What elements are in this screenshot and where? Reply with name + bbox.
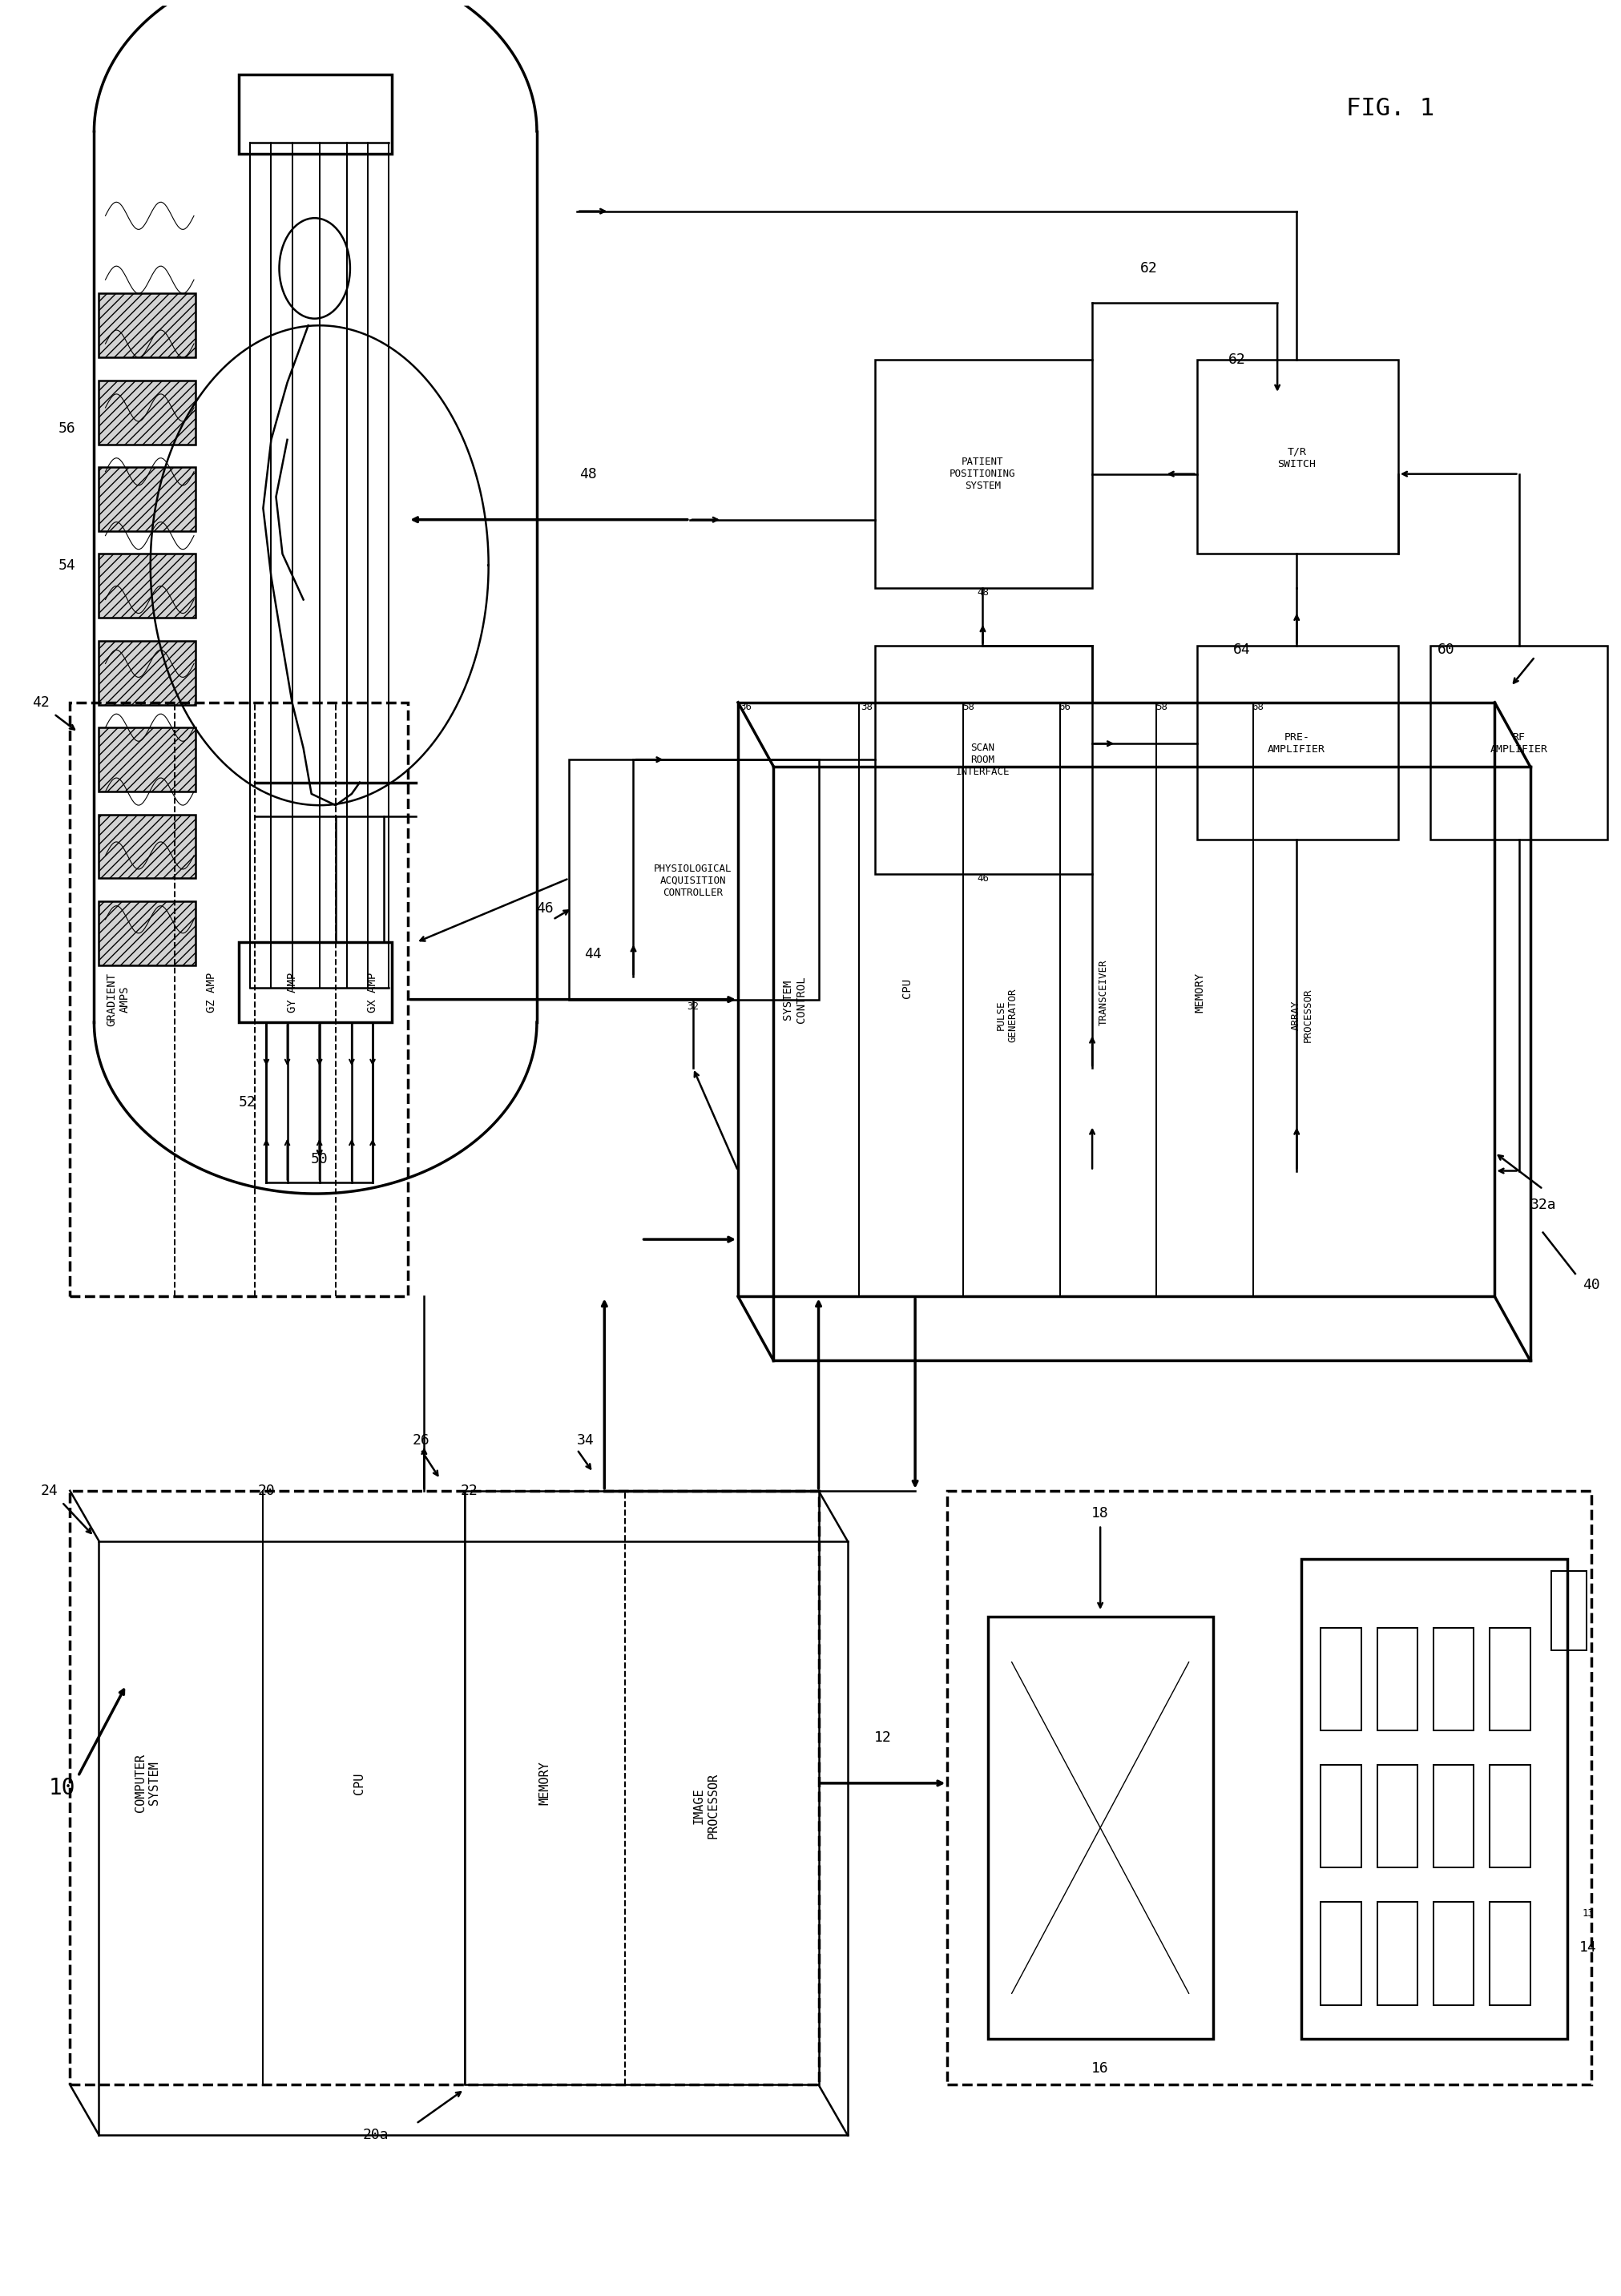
- Text: 54: 54: [58, 558, 76, 572]
- Text: 42: 42: [32, 696, 50, 709]
- Bar: [1196, 360, 1397, 553]
- Text: RF
AMPLIFIER: RF AMPLIFIER: [1490, 732, 1548, 755]
- Text: 50: 50: [311, 1153, 327, 1166]
- Text: 34: 34: [577, 1433, 593, 1449]
- Bar: [569, 760, 819, 999]
- Bar: [1433, 1766, 1473, 1867]
- Text: MEMORY: MEMORY: [1195, 974, 1206, 1013]
- Text: 46: 46: [537, 900, 554, 916]
- Bar: [947, 1490, 1592, 2085]
- Text: 56: 56: [58, 420, 76, 436]
- Bar: [99, 466, 196, 530]
- Text: CPU: CPU: [353, 1773, 366, 1793]
- Bar: [99, 728, 196, 792]
- Text: 20: 20: [258, 1483, 276, 1497]
- Bar: [99, 902, 196, 964]
- Bar: [99, 815, 196, 879]
- Bar: [875, 645, 1093, 875]
- Bar: [1490, 1628, 1530, 1731]
- Bar: [875, 360, 1093, 588]
- Bar: [1378, 1628, 1417, 1731]
- Text: GX AMP: GX AMP: [366, 974, 378, 1013]
- Text: PATIENT
POSITIONING
SYSTEM: PATIENT POSITIONING SYSTEM: [950, 457, 1016, 491]
- Text: GZ AMP: GZ AMP: [206, 974, 217, 1013]
- Text: 68: 68: [1251, 703, 1264, 712]
- Text: SCAN
ROOM
INTERFACE: SCAN ROOM INTERFACE: [956, 742, 1010, 776]
- Text: COMPUTER
SYSTEM: COMPUTER SYSTEM: [135, 1754, 160, 1812]
- Text: T/R
SWITCH: T/R SWITCH: [1277, 448, 1316, 468]
- Bar: [99, 553, 196, 618]
- Text: PRE-
AMPLIFIER: PRE- AMPLIFIER: [1268, 732, 1326, 755]
- Bar: [238, 941, 392, 1022]
- Text: 14: 14: [1579, 1940, 1597, 1954]
- Text: 22: 22: [460, 1483, 478, 1497]
- Bar: [1196, 645, 1397, 840]
- Text: 64: 64: [1234, 643, 1251, 657]
- Text: 62: 62: [1229, 354, 1247, 367]
- Bar: [1430, 645, 1608, 840]
- Text: IMAGE
PROCESSOR: IMAGE PROCESSOR: [692, 1773, 718, 1839]
- Text: 62: 62: [1140, 262, 1157, 276]
- Text: 66: 66: [1059, 703, 1071, 712]
- Text: 60: 60: [1438, 643, 1456, 657]
- Text: 32: 32: [687, 1001, 699, 1013]
- Text: 13: 13: [1582, 1908, 1593, 1919]
- Text: 26: 26: [412, 1433, 430, 1449]
- Text: MEMORY: MEMORY: [538, 1761, 551, 1805]
- Text: 44: 44: [585, 946, 601, 962]
- Text: FIG. 1: FIG. 1: [1345, 96, 1435, 119]
- Text: 12: 12: [874, 1731, 892, 1745]
- Text: 20a: 20a: [363, 2128, 389, 2142]
- Text: 32a: 32a: [1530, 1199, 1556, 1212]
- Text: ARRAY
PROCESSOR: ARRAY PROCESSOR: [1290, 990, 1313, 1042]
- Text: 36: 36: [741, 703, 752, 712]
- Bar: [238, 73, 392, 154]
- Bar: [1551, 1570, 1587, 1651]
- Bar: [1378, 1901, 1417, 2004]
- Bar: [99, 381, 196, 443]
- Bar: [1433, 1901, 1473, 2004]
- Bar: [1490, 1766, 1530, 1867]
- Text: 48: 48: [977, 588, 989, 597]
- Bar: [99, 641, 196, 705]
- Text: PULSE
GENERATOR: PULSE GENERATOR: [995, 990, 1018, 1042]
- Bar: [1378, 1766, 1417, 1867]
- Bar: [987, 1616, 1213, 2039]
- Text: 10: 10: [49, 1777, 75, 1800]
- Text: PHYSIOLOGICAL
ACQUISITION
CONTROLLER: PHYSIOLOGICAL ACQUISITION CONTROLLER: [653, 863, 733, 898]
- Text: 18: 18: [1091, 1506, 1109, 1520]
- Bar: [1321, 1766, 1362, 1867]
- Text: 40: 40: [1582, 1279, 1600, 1293]
- Text: GRADIENT
AMPS: GRADIENT AMPS: [105, 974, 130, 1026]
- Text: 58: 58: [963, 703, 974, 712]
- Text: 52: 52: [238, 1095, 256, 1109]
- Text: 48: 48: [580, 466, 597, 482]
- Text: TRANSCEIVER: TRANSCEIVER: [1099, 960, 1109, 1026]
- Bar: [1490, 1901, 1530, 2004]
- Bar: [1321, 1901, 1362, 2004]
- Bar: [738, 703, 1495, 1297]
- Text: 24: 24: [41, 1483, 58, 1497]
- Text: 38: 38: [861, 703, 872, 712]
- Text: 46: 46: [977, 872, 989, 884]
- Text: 58: 58: [1156, 703, 1167, 712]
- Bar: [70, 703, 408, 1297]
- Bar: [1321, 1628, 1362, 1731]
- Bar: [99, 294, 196, 358]
- Text: CPU: CPU: [901, 978, 913, 999]
- Bar: [1302, 1559, 1568, 2039]
- Bar: [464, 1490, 819, 2085]
- Text: 16: 16: [1091, 2062, 1109, 2076]
- Text: GY AMP: GY AMP: [287, 974, 298, 1013]
- Bar: [70, 1490, 819, 2085]
- Bar: [1433, 1628, 1473, 1731]
- Text: SYSTEM
CONTROL: SYSTEM CONTROL: [783, 976, 807, 1024]
